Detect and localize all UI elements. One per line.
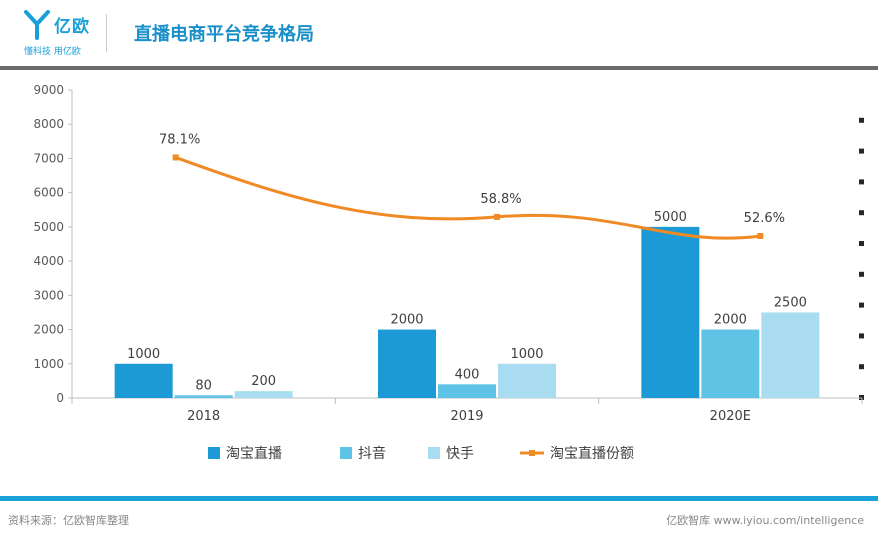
y-tick-label: 4000	[33, 254, 64, 268]
legend-swatch	[208, 447, 220, 459]
bar	[641, 226, 700, 398]
y-tick-label: 0	[56, 391, 64, 405]
data-label: 2000	[714, 313, 747, 328]
y2-tick-mark	[859, 179, 864, 185]
logo-y-icon	[24, 10, 50, 40]
data-label: 200	[251, 374, 276, 389]
y2-tick-mark	[859, 117, 864, 123]
page-title: 直播电商平台竞争格局	[134, 24, 314, 45]
data-label: 400	[455, 367, 480, 382]
x-tick-label: 2018	[187, 409, 220, 424]
footer-source: 资料来源：亿欧智库整理	[8, 514, 129, 527]
legend-label: 淘宝直播	[226, 445, 282, 462]
y2-tick-mark	[859, 148, 864, 154]
share-point	[172, 154, 179, 161]
chart: 0 1000 2000 3000 4000 5000 6000 7000 8000 9000 100…	[33, 83, 864, 462]
data-label: 5000	[654, 210, 687, 225]
data-label: 2000	[390, 313, 423, 328]
data-label: 1000	[127, 347, 160, 362]
bar	[438, 384, 496, 398]
logo-text: 亿欧	[54, 17, 90, 37]
data-label: 80	[195, 378, 212, 393]
legend-label: 抖音	[358, 445, 386, 462]
y2-tick-mark	[859, 364, 864, 370]
bar	[234, 391, 293, 398]
bar	[701, 329, 760, 398]
legend-label: 淘宝直播份额	[550, 445, 634, 462]
footer-line	[0, 496, 878, 501]
header-bar	[0, 66, 878, 70]
y-tick-label: 8000	[33, 117, 64, 131]
share-label: 58.8%	[480, 192, 521, 207]
legend-swatch	[428, 447, 440, 459]
bar	[498, 363, 556, 398]
x-tick-label: 2020E	[710, 409, 751, 424]
y2-tick-mark	[859, 333, 864, 339]
header-divider	[106, 14, 107, 52]
share-point	[494, 213, 500, 220]
logo: 亿欧 懂科技 用亿欧	[20, 8, 100, 58]
y-tick-label: 6000	[33, 186, 64, 200]
header: 亿欧 懂科技 用亿欧 直播电商平台竞争格局	[0, 0, 878, 66]
share-point	[757, 232, 764, 239]
data-label: 2500	[774, 295, 807, 310]
bar	[378, 329, 436, 398]
legend-label: 快手	[446, 446, 474, 462]
y2-tick-mark	[859, 302, 864, 308]
y2-tick-mark	[859, 210, 864, 216]
y-tick-label: 9000	[33, 83, 64, 97]
y-tick-label: 1000	[33, 357, 64, 371]
share-label: 78.1%	[159, 132, 200, 147]
bar	[761, 312, 820, 398]
share-label: 52.6%	[744, 211, 785, 226]
x-tick-label: 2019	[450, 409, 483, 424]
footer-credit: 亿欧智库 www.iyiou.com/intelligence	[666, 514, 864, 527]
y-tick-label: 7000	[33, 151, 64, 165]
y-tick-label: 3000	[33, 288, 64, 302]
share-line	[175, 156, 761, 240]
bar	[114, 363, 173, 398]
y-tick-label: 5000	[33, 220, 64, 234]
legend-swatch	[340, 447, 352, 459]
bar	[174, 395, 233, 398]
logo-slogan: 懂科技 用亿欧	[24, 47, 81, 57]
legend-swatch-point	[529, 450, 535, 456]
y-tick-label: 2000	[33, 323, 64, 337]
y2-tick-mark	[859, 241, 864, 246]
y2-tick-mark	[859, 271, 864, 277]
data-label: 1000	[510, 347, 543, 362]
